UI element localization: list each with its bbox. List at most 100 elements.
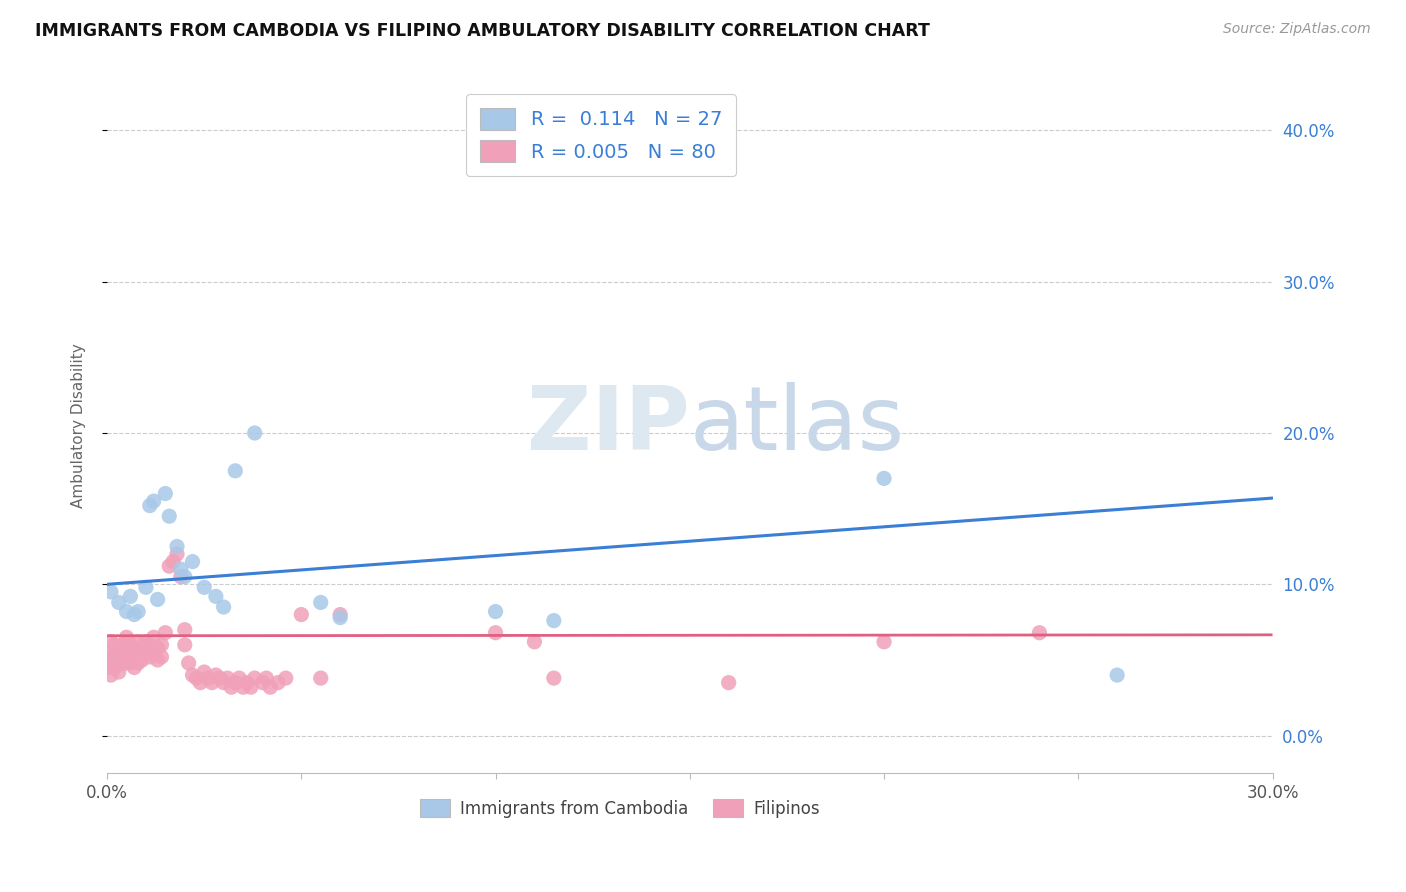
Point [484, 625, 506, 640]
Point [212, 599, 235, 614]
Point [873, 635, 896, 649]
Point [155, 486, 177, 500]
Point [120, 638, 142, 652]
Y-axis label: Ambulatory Disability: Ambulatory Disability [72, 343, 86, 508]
Point [100, 653, 122, 667]
Point [139, 649, 162, 664]
Point [484, 605, 506, 619]
Point [104, 653, 127, 667]
Point [115, 638, 138, 652]
Point [208, 671, 231, 685]
Point [186, 671, 208, 685]
Point [205, 590, 228, 604]
Point [162, 555, 184, 569]
Point [166, 540, 188, 554]
Point [181, 555, 204, 569]
Point [193, 580, 215, 594]
Point [181, 668, 204, 682]
Point [100, 585, 122, 599]
Point [142, 645, 165, 659]
Point [111, 645, 134, 659]
Point [239, 680, 262, 694]
Point [127, 635, 149, 649]
Point [173, 570, 195, 584]
Point [232, 680, 254, 694]
Point [252, 675, 274, 690]
Point [243, 671, 266, 685]
Point [1028, 625, 1050, 640]
Point [188, 675, 211, 690]
Point [111, 656, 134, 670]
Point [115, 645, 138, 659]
Point [135, 635, 157, 649]
Point [166, 547, 188, 561]
Point [193, 665, 215, 679]
Point [146, 653, 169, 667]
Point [135, 645, 157, 659]
Point [142, 630, 165, 644]
Point [170, 570, 193, 584]
Text: Source: ZipAtlas.com: Source: ZipAtlas.com [1223, 22, 1371, 37]
Point [212, 675, 235, 690]
Point [173, 638, 195, 652]
Point [274, 671, 297, 685]
Point [259, 680, 281, 694]
Point [111, 638, 134, 652]
Point [107, 640, 129, 655]
Point [221, 680, 243, 694]
Point [290, 607, 312, 622]
Point [115, 656, 138, 670]
Point [146, 640, 169, 655]
Point [329, 610, 352, 624]
Point [107, 649, 129, 664]
Point [131, 653, 153, 667]
Point [217, 671, 239, 685]
Point [228, 671, 250, 685]
Point [104, 645, 127, 659]
Point [107, 665, 129, 679]
Point [104, 660, 127, 674]
Point [139, 499, 162, 513]
Point [122, 660, 145, 674]
Point [139, 638, 162, 652]
Point [157, 559, 180, 574]
Point [120, 590, 142, 604]
Point [120, 645, 142, 659]
Point [100, 668, 122, 682]
Point [177, 656, 200, 670]
Point [115, 605, 138, 619]
Point [309, 595, 332, 609]
Point [107, 595, 129, 609]
Point [155, 625, 177, 640]
Point [523, 635, 546, 649]
Point [205, 668, 228, 682]
Point [146, 592, 169, 607]
Point [127, 645, 149, 659]
Point [127, 605, 149, 619]
Point [150, 638, 173, 652]
Point [122, 607, 145, 622]
Text: ZIP: ZIP [527, 382, 690, 469]
Point [543, 671, 565, 685]
Point [243, 425, 266, 440]
Point [100, 660, 122, 674]
Point [201, 675, 224, 690]
Point [107, 657, 129, 672]
Point [120, 656, 142, 670]
Point [115, 630, 138, 644]
Point [135, 580, 157, 594]
Point [127, 656, 149, 670]
Point [224, 464, 246, 478]
Point [122, 640, 145, 655]
Point [100, 645, 122, 659]
Point [543, 614, 565, 628]
Point [267, 675, 290, 690]
Point [104, 638, 127, 652]
Text: IMMIGRANTS FROM CAMBODIA VS FILIPINO AMBULATORY DISABILITY CORRELATION CHART: IMMIGRANTS FROM CAMBODIA VS FILIPINO AMB… [35, 22, 929, 40]
Point [1107, 668, 1129, 682]
Legend: Immigrants from Cambodia, Filipinos: Immigrants from Cambodia, Filipinos [413, 793, 827, 824]
Point [157, 509, 180, 524]
Point [197, 671, 219, 685]
Point [236, 675, 259, 690]
Point [150, 649, 173, 664]
